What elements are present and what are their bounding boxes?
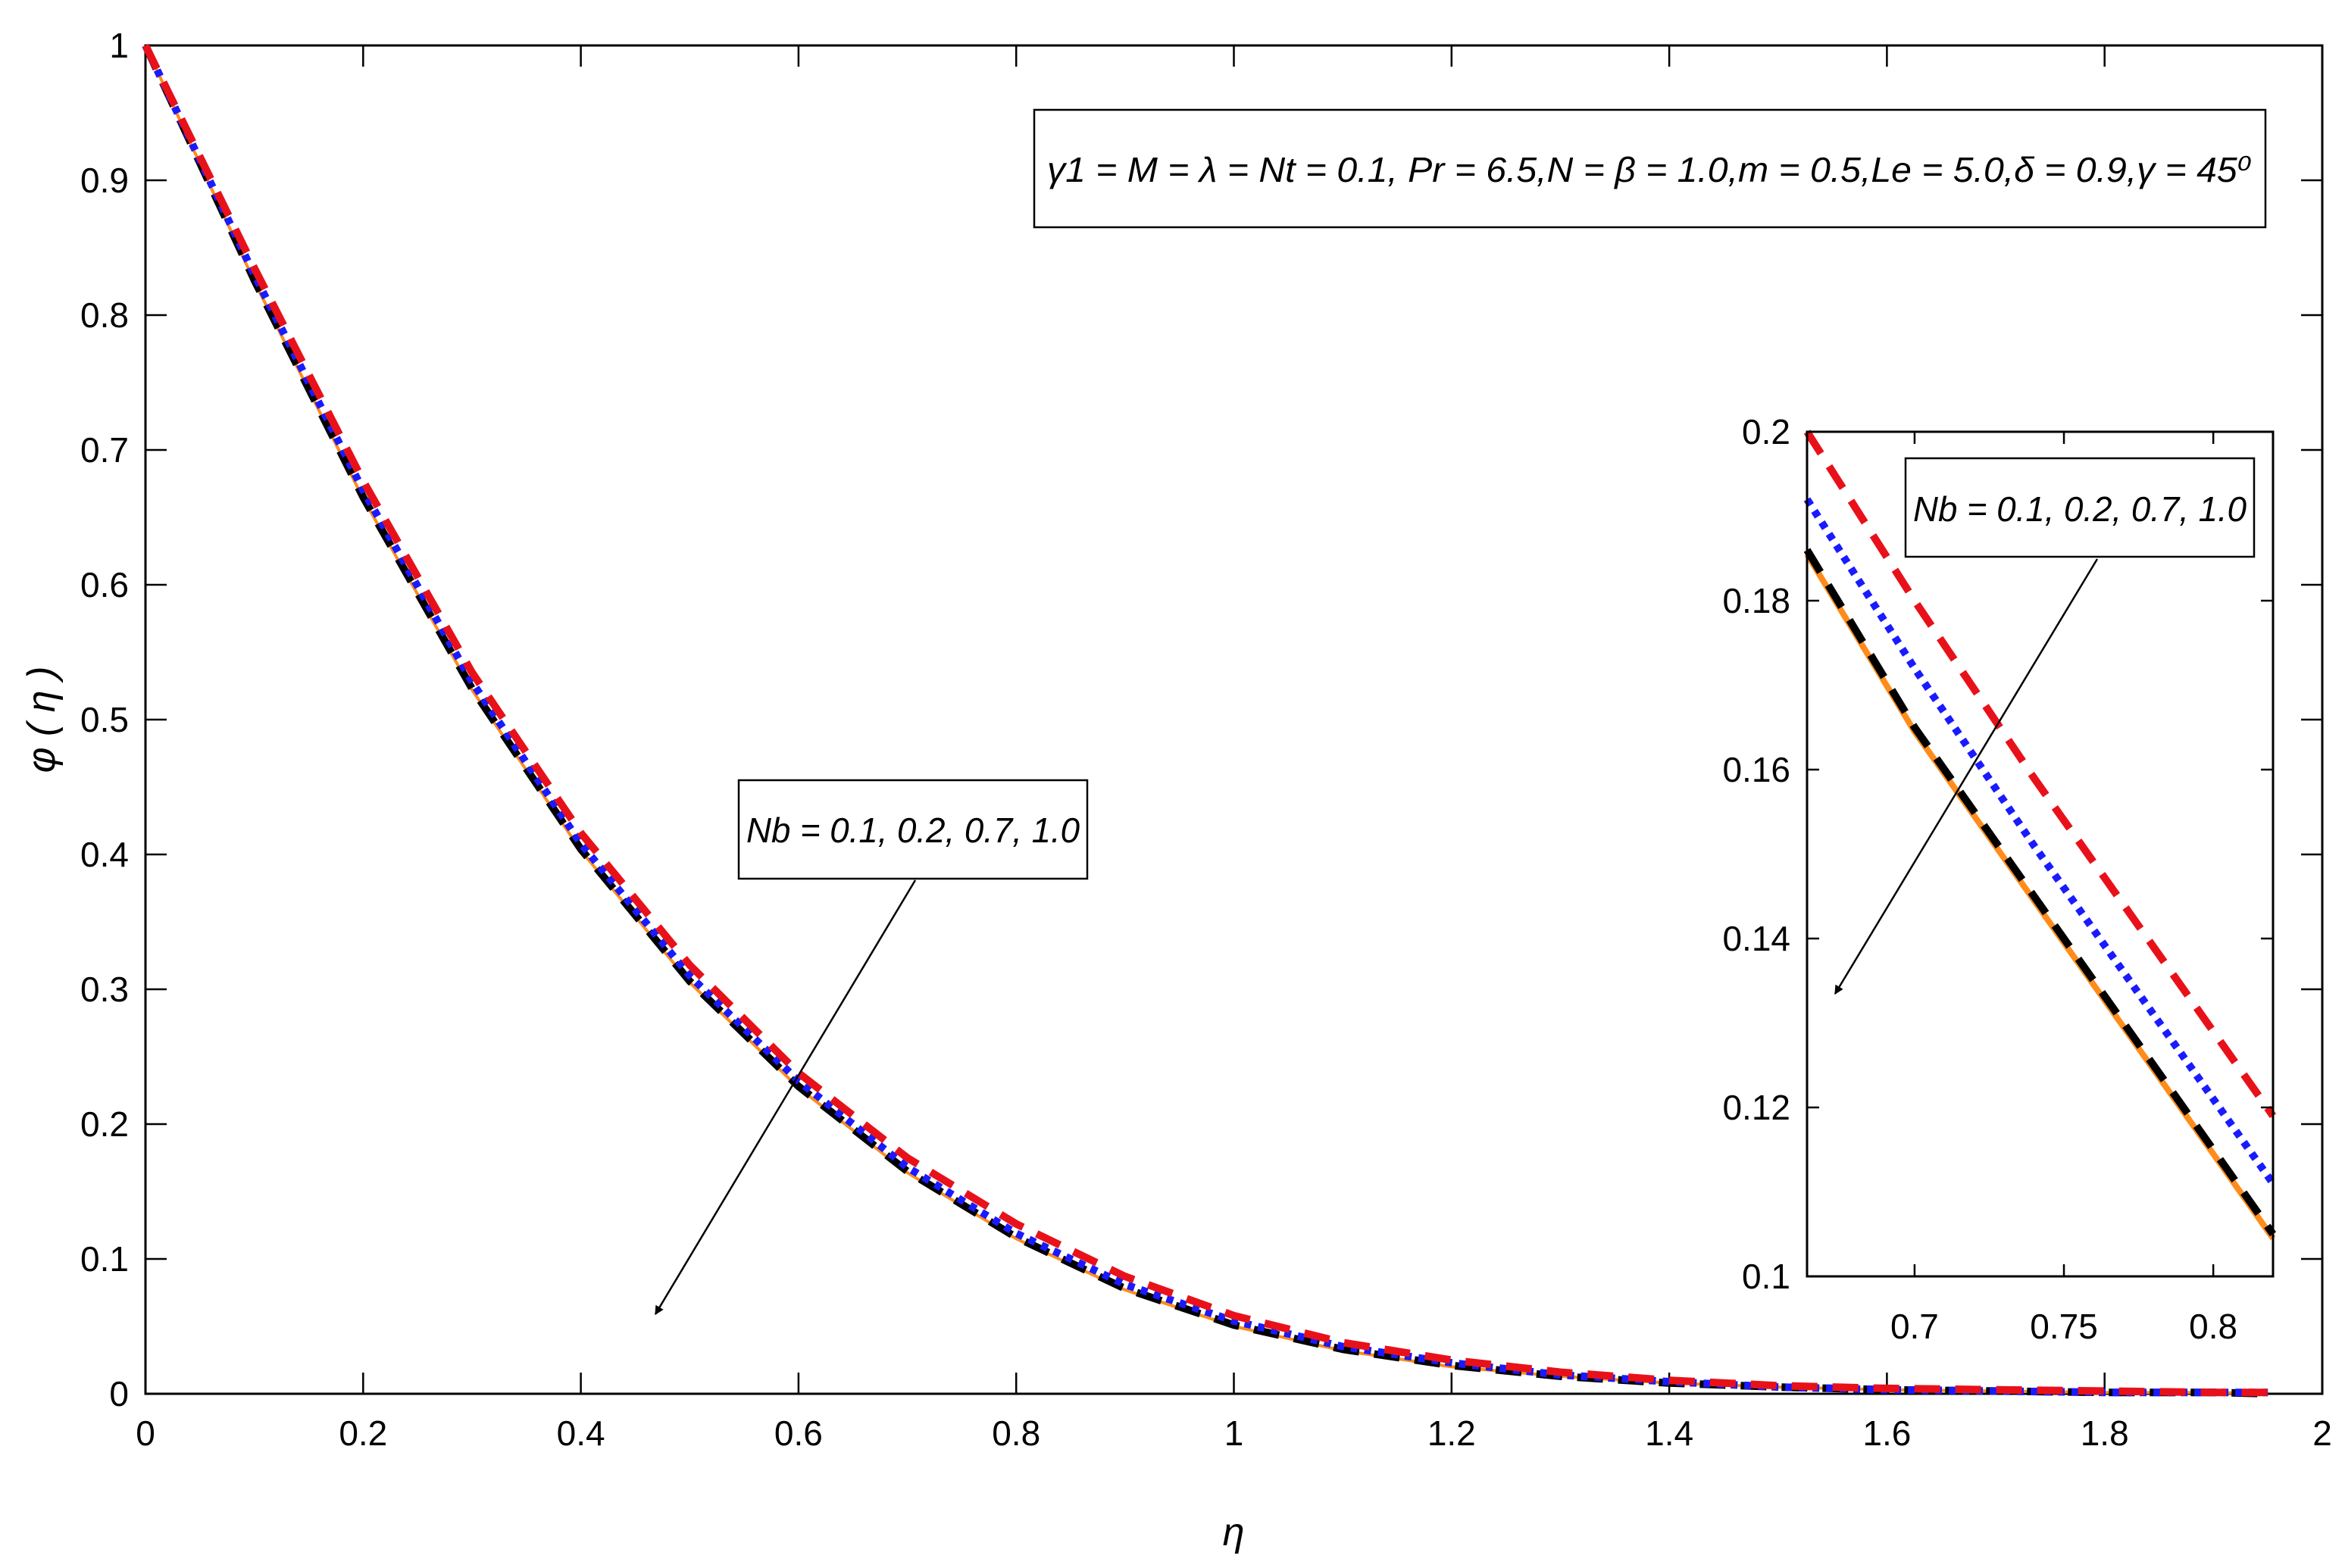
x-tick-label: 0.75: [2030, 1307, 2098, 1346]
y-tick-label: 0.6: [80, 565, 129, 604]
inset-plot: 0.7 0.75 0.8 0.1 0.12 0.14 0.16 0.18 0.2 Nb = 0.…: [1722, 412, 2277, 1346]
inset-annotation-text: Nb = 0.1, 0.2, 0.7, 1.0: [1913, 489, 2247, 529]
inset-ticks: 0.7 0.75 0.8 0.1 0.12 0.14 0.16 0.18 0.2: [1722, 412, 2273, 1346]
inset-annotation: Nb = 0.1, 0.2, 0.7, 1.0: [1834, 457, 2256, 995]
y-tick-label: 0.1: [80, 1239, 129, 1279]
inset-series: [1803, 429, 2277, 1241]
parameter-box-text: γ1 = M = λ = Nt = 0.1, Pr = 6.5,N = β = …: [1047, 150, 2252, 189]
parameter-box: γ1 = M = λ = Nt = 0.1, Pr = 6.5,N = β = …: [1033, 108, 2267, 229]
y-tick-label: 0.12: [1722, 1088, 1790, 1127]
x-tick-label: 0.7: [1890, 1307, 1939, 1346]
series-line-1: [1803, 429, 2277, 1119]
inset-annotation-frame: [1904, 457, 2256, 558]
y-tick-label: 0.16: [1722, 750, 1790, 789]
y-tick-label: 0.1: [1742, 1257, 1790, 1296]
series-line-3: [1803, 548, 2277, 1237]
x-tick-label: 1.8: [2081, 1413, 2129, 1453]
main-series: [142, 43, 2268, 1398]
x-tick-label: 1.4: [1645, 1413, 1693, 1453]
x-tick-label: 1.2: [1427, 1413, 1476, 1453]
main-ticks: 0 0.2 0.4 0.6 0.8 1 1.2 1.4 1.6 1.8 2 0 0.1 0.2 0.3 0.4…: [80, 26, 2332, 1453]
inset-annotation-arrow: [1834, 558, 2099, 995]
main-annotation-text: Nb = 0.1, 0.2, 0.7, 1.0: [746, 811, 1080, 850]
y-tick-label: 0.2: [1742, 412, 1790, 451]
main-annotation-frame: [737, 779, 1089, 880]
x-tick-label: 0.6: [774, 1413, 823, 1453]
series-line-2: [142, 43, 2268, 1397]
y-tick-label: 0.8: [80, 295, 129, 335]
y-tick-label: 0.14: [1722, 919, 1790, 958]
parameter-box-frame: [1033, 108, 2267, 229]
inset-plot-frame: [1806, 430, 2275, 1278]
y-tick-label: 1: [109, 26, 129, 65]
y-tick-label: 0.9: [80, 161, 129, 200]
y-tick-label: 0.4: [80, 835, 129, 874]
y-tick-label: 0.7: [80, 430, 129, 470]
x-tick-label: 0.8: [992, 1413, 1040, 1453]
main-plot: 0 0.2 0.4 0.6 0.8 1 1.2 1.4 1.6 1.8 2 0 0.1 0.2 0.3 0.4…: [20, 26, 2332, 1554]
x-axis-label: η: [1223, 1510, 1245, 1554]
y-tick-label: 0: [109, 1374, 129, 1413]
x-tick-label: 0: [136, 1413, 155, 1453]
y-tick-label: 0.3: [80, 970, 129, 1009]
x-tick-label: 0.8: [2189, 1307, 2237, 1346]
main-annotation-arrow: [654, 879, 917, 1316]
y-axis-label: φ ( η ): [20, 667, 64, 773]
series-line-2: [1803, 497, 2277, 1186]
x-tick-label: 0.2: [339, 1413, 387, 1453]
y-tick-label: 0.5: [80, 700, 129, 739]
x-tick-label: 1.6: [1862, 1413, 1911, 1453]
y-tick-label: 0.18: [1722, 581, 1790, 620]
main-annotation: Nb = 0.1, 0.2, 0.7, 1.0: [654, 779, 1089, 1316]
x-tick-label: 1: [1224, 1413, 1244, 1453]
x-tick-label: 0.4: [557, 1413, 605, 1453]
series-line-1: [142, 43, 2268, 1397]
y-tick-label: 0.2: [80, 1104, 129, 1144]
x-tick-label: 2: [2312, 1413, 2332, 1453]
